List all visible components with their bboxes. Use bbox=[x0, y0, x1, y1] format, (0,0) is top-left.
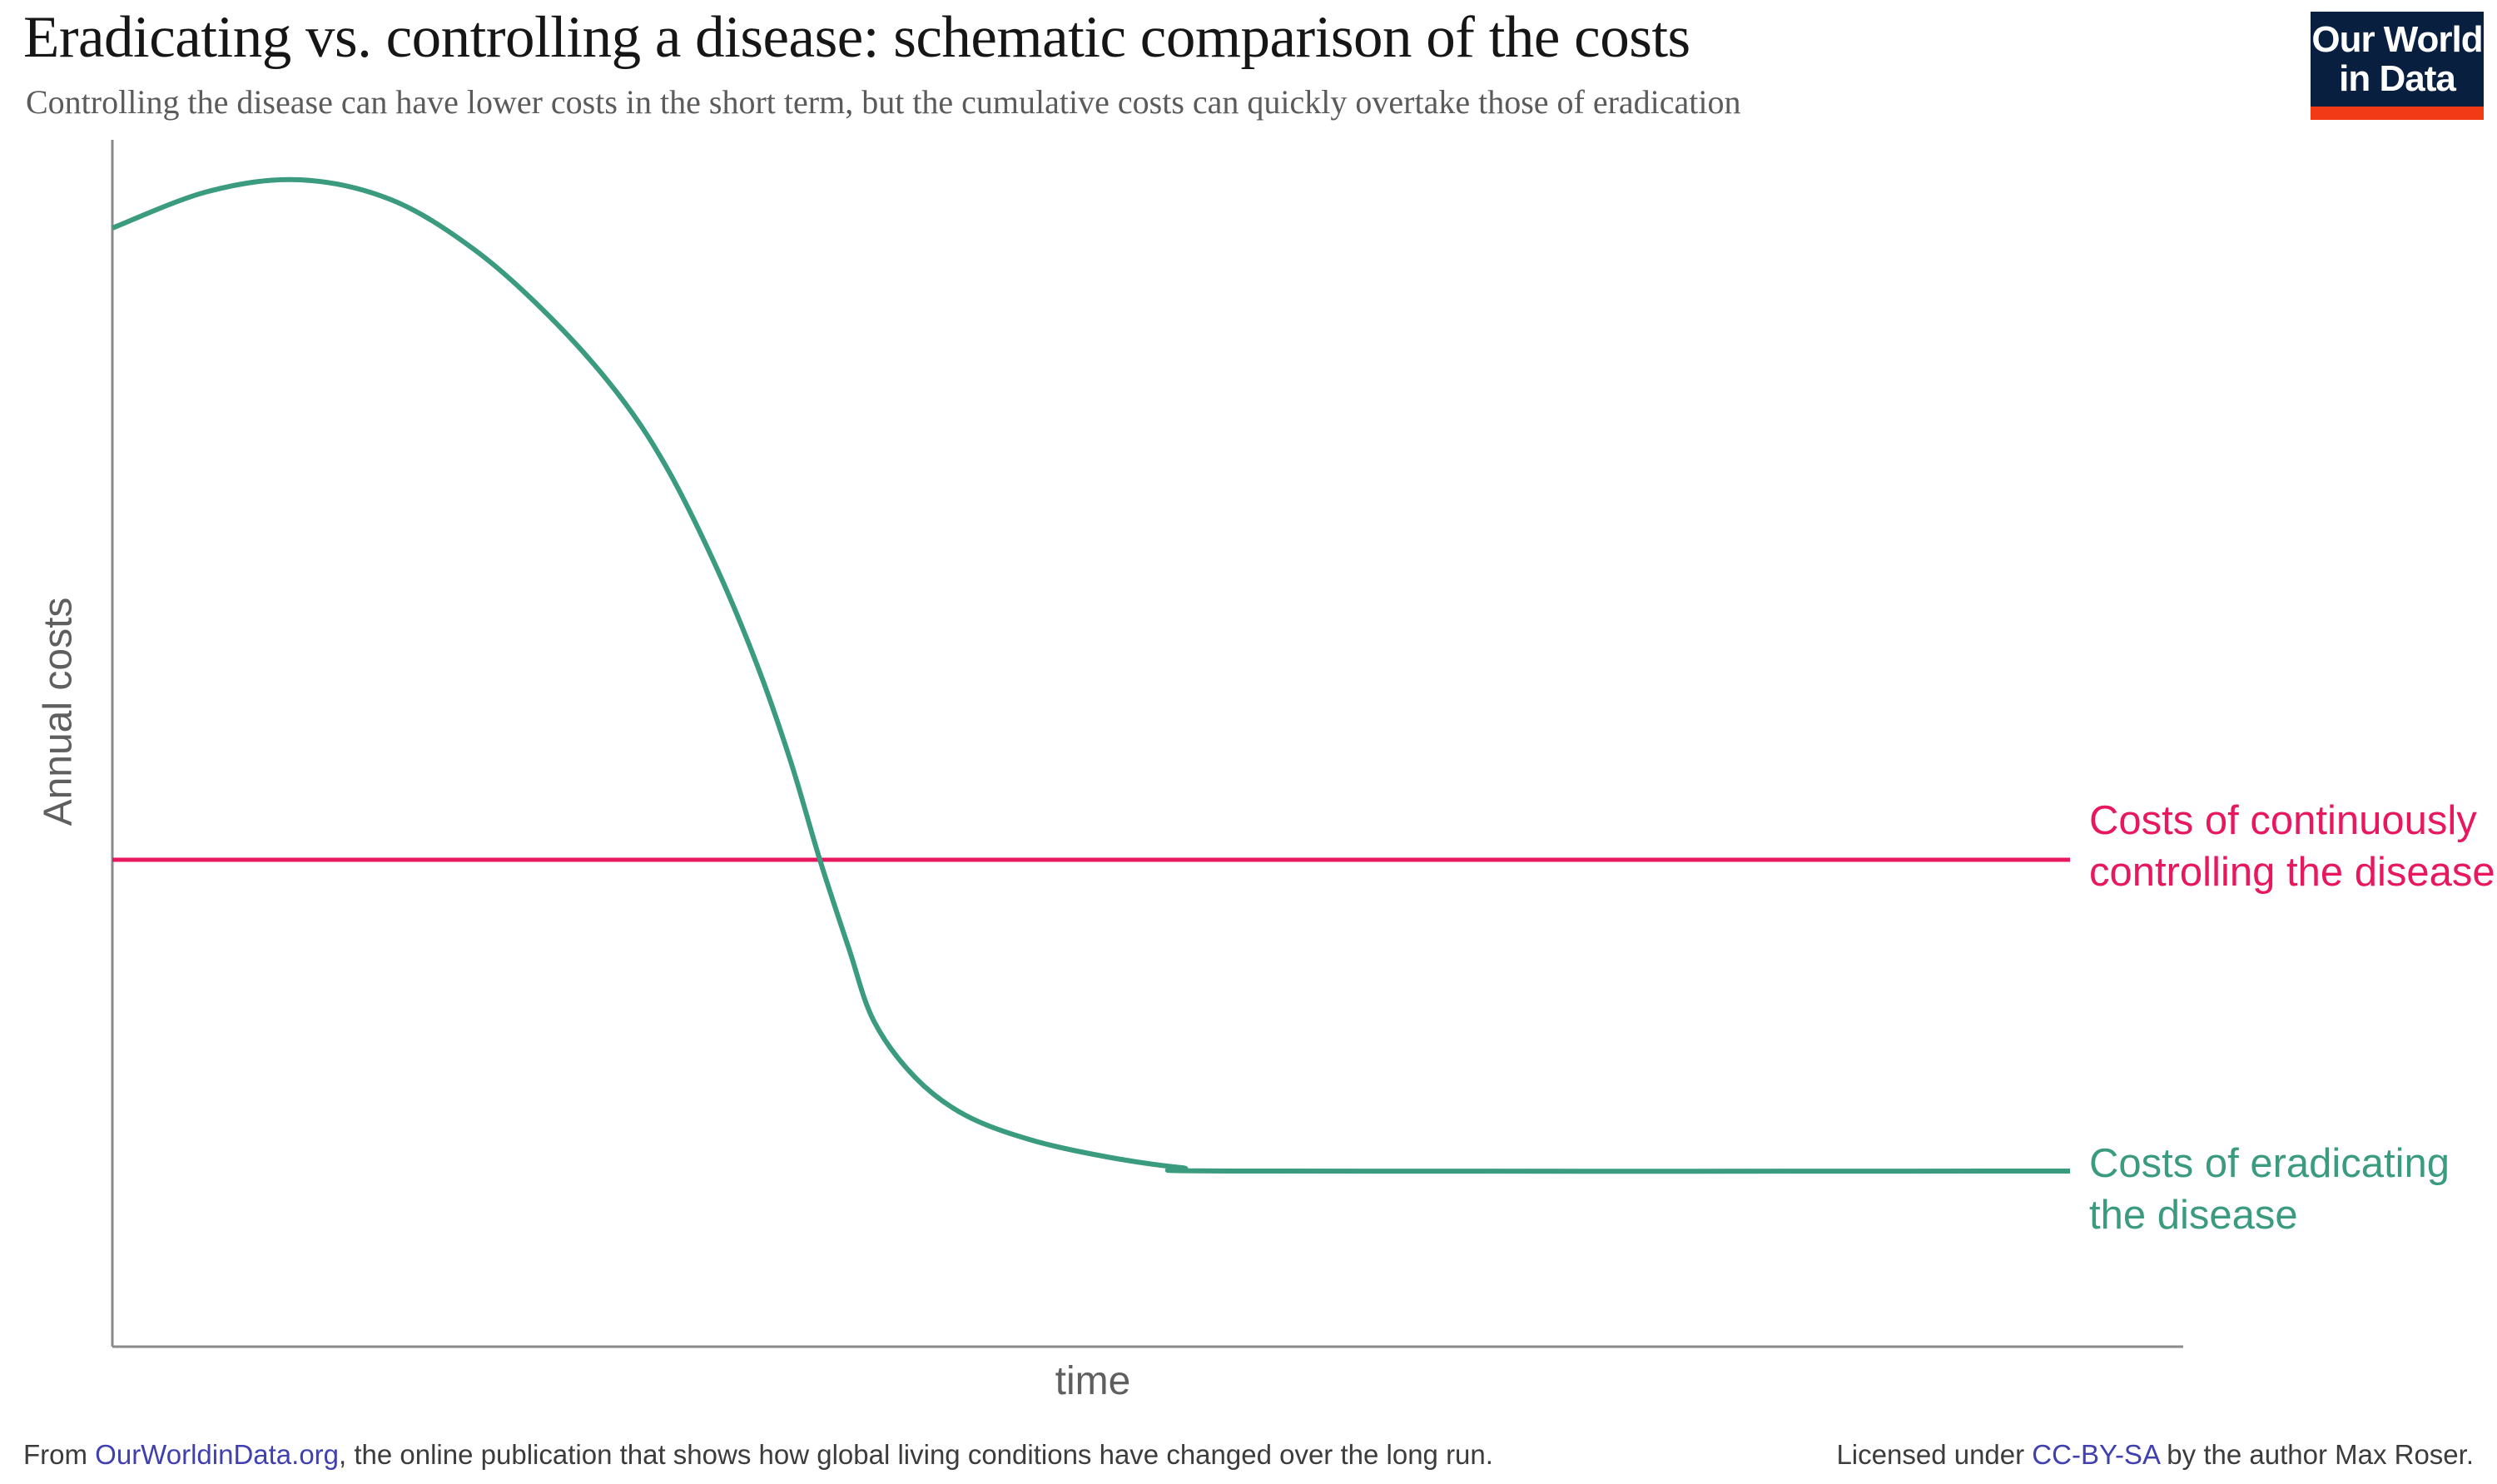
owid-logo-line2: in Data bbox=[2339, 58, 2456, 99]
series-label-eradicating: Costs of eradicating the disease bbox=[2089, 1139, 2450, 1241]
footer-license: Licensed under CC-BY-SA by the author Ma… bbox=[1836, 1439, 2474, 1471]
footer-source-link[interactable]: OurWorldinData.org bbox=[95, 1439, 340, 1470]
series-label-controlling-line2: controlling the disease bbox=[2089, 849, 2495, 895]
owid-logo: Our World in Data bbox=[2311, 12, 2484, 120]
footer-license-link[interactable]: CC-BY-SA bbox=[2032, 1439, 2160, 1470]
series-label-eradicating-line1: Costs of eradicating bbox=[2089, 1141, 2450, 1186]
x-axis-label: time bbox=[1055, 1359, 1131, 1403]
page-subtitle: Controlling the disease can have lower c… bbox=[26, 83, 1741, 121]
owid-logo-red-bar bbox=[2311, 107, 2484, 120]
footer-source: From OurWorldinData.org, the online publ… bbox=[23, 1439, 1493, 1471]
footer-source-suffix: , the online publication that shows how … bbox=[339, 1439, 1493, 1470]
footer-source-prefix: From bbox=[23, 1439, 96, 1470]
footer: From OurWorldinData.org, the online publ… bbox=[23, 1439, 2474, 1471]
y-axis-label: Annual costs bbox=[36, 597, 81, 826]
owid-logo-box: Our World in Data bbox=[2311, 12, 2484, 120]
series-label-controlling: Costs of continuously controlling the di… bbox=[2089, 796, 2495, 898]
footer-license-suffix: by the author Max Roser. bbox=[2159, 1439, 2474, 1470]
owid-logo-line1: Our World bbox=[2311, 19, 2483, 61]
series-line-1 bbox=[111, 176, 2071, 1174]
series-label-controlling-line1: Costs of continuously bbox=[2089, 798, 2477, 843]
series-label-eradicating-line2: the disease bbox=[2089, 1192, 2298, 1238]
footer-license-prefix: Licensed under bbox=[1836, 1439, 2033, 1470]
page-title: Eradicating vs. controlling a disease: s… bbox=[23, 5, 1690, 70]
